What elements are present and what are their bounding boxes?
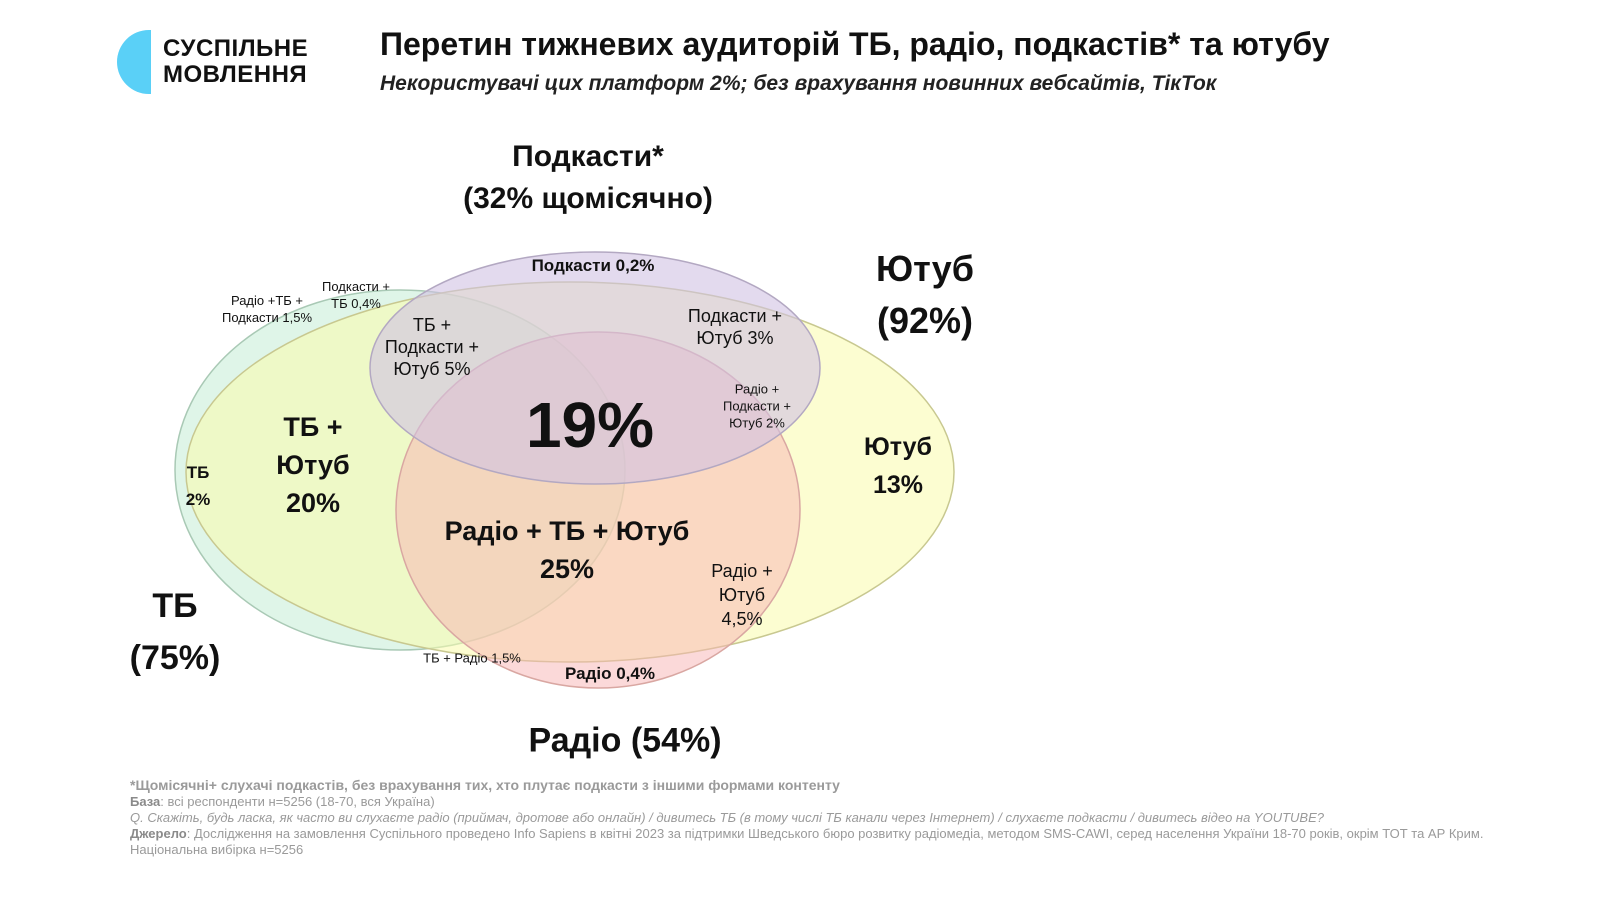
footer-sample: Національна вибірка н=5256 (130, 842, 304, 857)
radio-tv-podcasts-line-1: Радіо +ТБ + (230, 293, 304, 308)
tv-podcasts-youtube-line-2: Подкасти + (384, 337, 480, 357)
logo: СУСПІЛЬНЕ МОВЛЕННЯ (117, 30, 327, 94)
podcasts-youtube-line-2: Ютуб 3% (696, 328, 774, 348)
tv-youtube-line-2: Ютуб (276, 450, 350, 480)
youtube-only-label: Ютуб 13% (864, 428, 932, 504)
footer-base-text: : всі респонденти н=5256 (18-70, вся Укр… (160, 794, 435, 809)
radio-youtube-value: 4,5% (721, 609, 763, 629)
footer-source-label: Джерело (130, 826, 187, 841)
tv-youtube-line-1: ТБ + (283, 412, 343, 442)
radio-set-label: Радіо (54%) (528, 721, 722, 760)
tv-set-share: (75%) (129, 639, 221, 677)
tv-set-name: ТБ (152, 587, 198, 625)
podcasts-only-label: Подкасти 0,2% (531, 256, 655, 275)
tv-podcasts-youtube-label: ТБ + Подкасти + Ютуб 5% (385, 314, 479, 380)
radio-tv-youtube-label: Радіо + ТБ + Ютуб 25% (445, 512, 690, 588)
podcasts-youtube-line-1: Подкасти + (687, 306, 783, 326)
podcasts-tv-label: Подкасти + ТБ 0,4% (322, 278, 390, 312)
podcasts-set-share: (32% щомісячно) (463, 182, 713, 215)
footer-question: Q. Скажіть, будь ласка, як часто ви слух… (130, 810, 1324, 825)
tv-podcasts-youtube-line-3: Ютуб 5% (393, 359, 471, 379)
tv-youtube-value: 20% (285, 488, 341, 518)
footer-base: База: всі респонденти н=5256 (18-70, вся… (130, 794, 1483, 810)
podcasts-ellipse (369, 251, 821, 485)
radio-tv-youtube-name: Радіо + ТБ + Ютуб (444, 516, 690, 546)
footer-source: Джерело: Дослідження на замовлення Суспі… (130, 826, 1483, 842)
youtube-set-label: Ютуб (92%) (876, 243, 974, 347)
radio-youtube-label: Радіо + Ютуб 4,5% (711, 559, 772, 631)
podcasts-youtube-label: Подкасти + Ютуб 3% (688, 305, 782, 349)
tv-youtube-label: ТБ + Ютуб 20% (276, 408, 349, 522)
page-subtitle: Некористувачі цих платформ 2%; без враху… (380, 72, 1217, 95)
radio-tv-youtube-value: 25% (539, 554, 595, 584)
tv-only-label: ТБ 2% (186, 459, 211, 513)
footer-notes: *Щомісячні+ слухачі подкастів, без враху… (130, 776, 1483, 858)
tv-only-value: 2% (185, 490, 211, 509)
radio-only-label: Радіо 0,4% (565, 664, 655, 683)
youtube-set-name: Ютуб (876, 248, 974, 289)
radio-podcasts-youtube-label: Радіо + Подкасти + Ютуб 2% (723, 381, 791, 432)
radio-tv-podcasts-label: Радіо +ТБ + Подкасти 1,5% (222, 292, 312, 326)
all-four-label: 19% (525, 389, 655, 461)
logo-text: СУСПІЛЬНЕ МОВЛЕННЯ (163, 36, 308, 88)
logo-line-1: СУСПІЛЬНЕ (163, 35, 309, 62)
tv-only-name: ТБ (186, 463, 210, 482)
podcasts-tv-line-2: ТБ 0,4% (331, 296, 381, 311)
podcasts-tv-line-1: Подкасти + (322, 279, 390, 294)
footer-podcast-note: *Щомісячні+ слухачі подкастів, без враху… (130, 777, 840, 793)
podcasts-set-label: Подкасти* (32% щомісячно) (463, 136, 713, 220)
youtube-only-name: Ютуб (864, 433, 932, 461)
radio-youtube-line-1: Радіо + (711, 561, 773, 581)
logo-line-2: МОВЛЕННЯ (163, 61, 308, 88)
tv-podcasts-youtube-line-1: ТБ + (412, 315, 452, 335)
radio-podcasts-youtube-line-1: Радіо + (734, 381, 780, 397)
footer-base-label: База (130, 794, 161, 809)
youtube-only-value: 13% (872, 471, 924, 499)
footer-source-text: : Дослідження на замовлення Суспільного … (186, 826, 1484, 841)
podcasts-set-name: Подкасти* (512, 140, 664, 173)
radio-podcasts-youtube-line-3: Ютуб 2% (729, 415, 785, 431)
tv-radio-label: ТБ + Радіо 1,5% (423, 650, 521, 666)
youtube-set-share: (92%) (876, 300, 974, 341)
radio-tv-podcasts-line-2: Подкасти 1,5% (221, 310, 313, 325)
radio-youtube-line-2: Ютуб (718, 585, 766, 605)
page-title: Перетин тижневих аудиторій ТБ, радіо, по… (380, 26, 1330, 62)
tv-set-label: ТБ (75%) (130, 580, 221, 684)
radio-podcasts-youtube-line-2: Подкасти + (723, 398, 791, 414)
